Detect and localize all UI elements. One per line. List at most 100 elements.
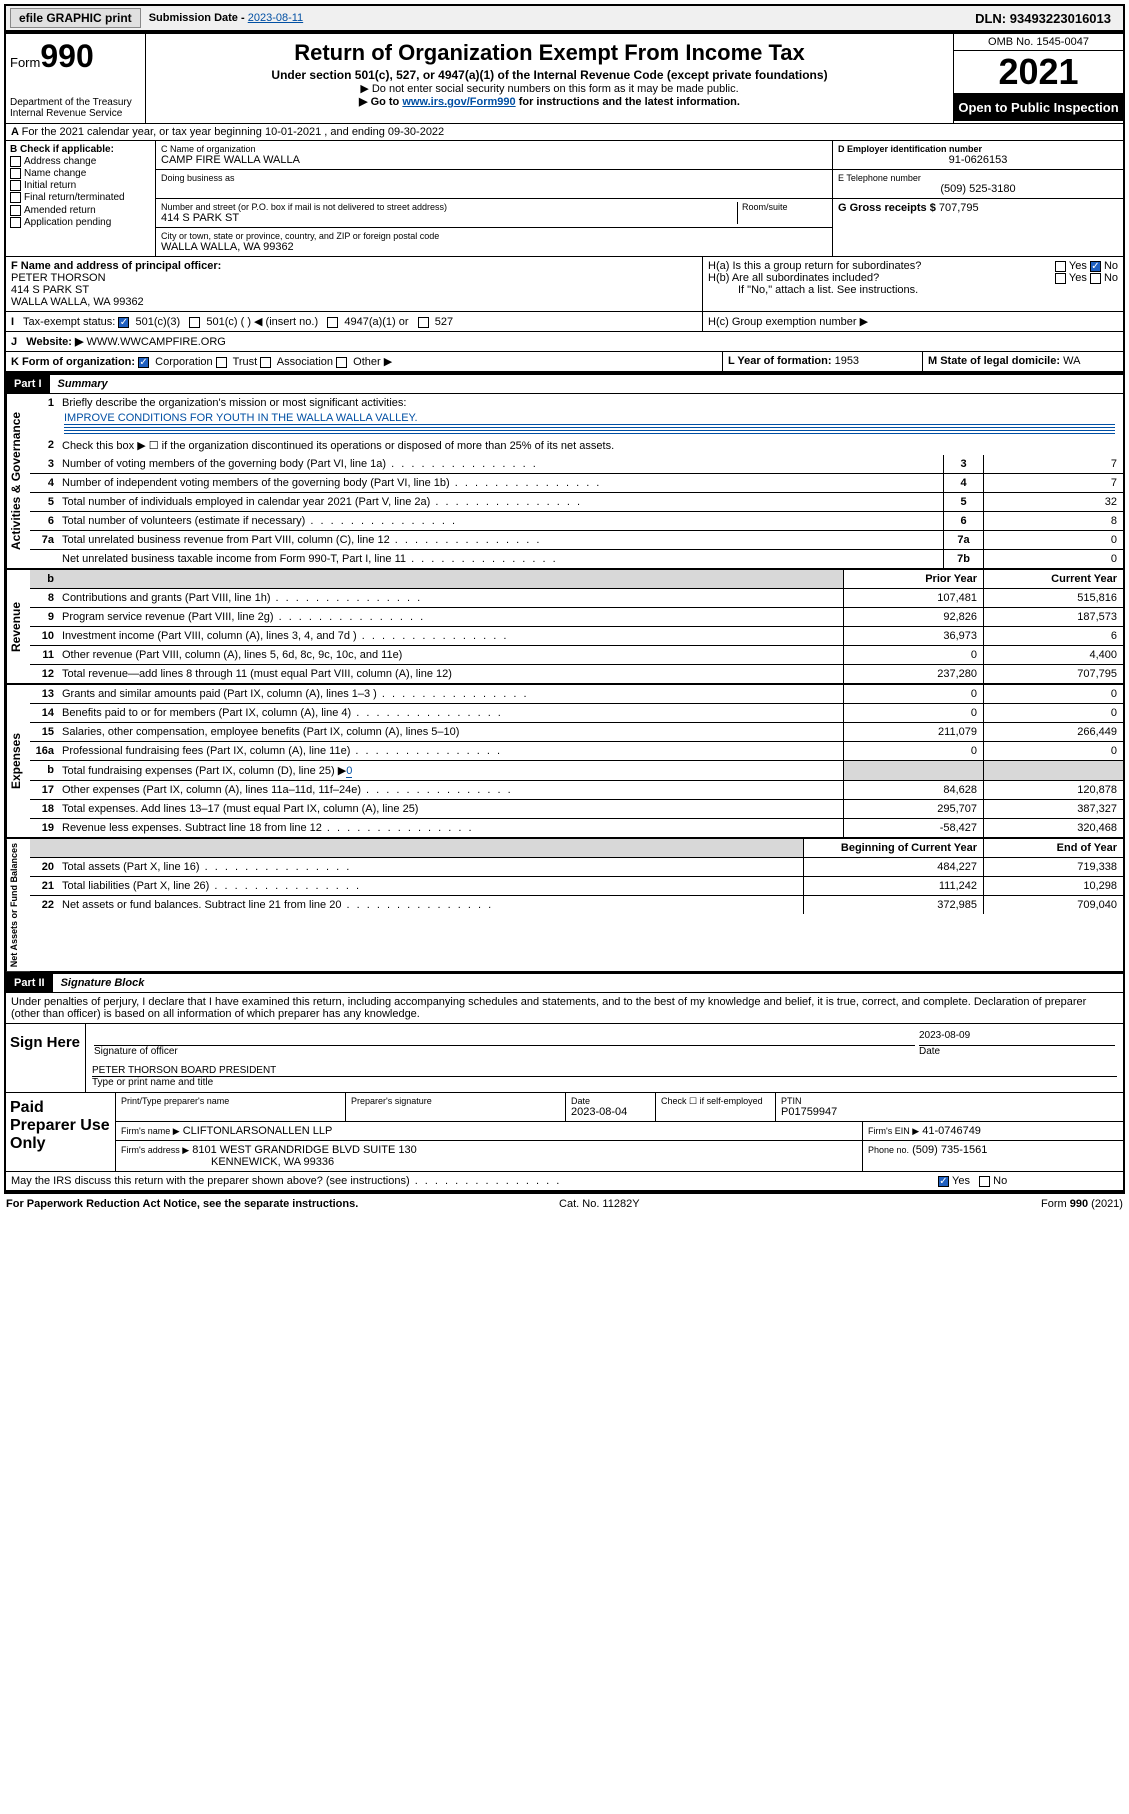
cb-amended-return[interactable]: Amended return (10, 205, 151, 216)
prep-date-value: 2023-08-04 (571, 1106, 650, 1118)
prep-sig-label: Preparer's signature (351, 1096, 560, 1106)
col-prior-year: Prior Year (843, 570, 983, 588)
open-to-public: Open to Public Inspection (954, 94, 1123, 121)
cb-527[interactable] (418, 317, 429, 328)
top-bar: efile GRAPHIC print Submission Date - 20… (4, 4, 1125, 32)
website-row: J Website: ▶ WWW.WWCAMPFIRE.ORG (6, 332, 1123, 351)
cb-501c[interactable] (189, 317, 200, 328)
line-17-label: Other expenses (Part IX, column (A), lin… (58, 781, 843, 799)
cb-501c3[interactable] (118, 317, 129, 328)
line-15-prior: 211,079 (843, 723, 983, 741)
ha-yes[interactable] (1055, 261, 1066, 272)
form-header: Form990 Department of the Treasury Inter… (6, 34, 1123, 124)
cb-corp[interactable] (138, 357, 149, 368)
entity-block: B Check if applicable: Address change Na… (6, 141, 1123, 257)
prep-date-label: Date (571, 1096, 650, 1106)
line-14-curr: 0 (983, 704, 1123, 722)
line-7a-val: 0 (983, 531, 1123, 549)
street-value: 414 S PARK ST (161, 212, 737, 224)
declaration-text: Under penalties of perjury, I declare th… (6, 993, 1123, 1024)
ptin-label: PTIN (781, 1096, 1118, 1106)
cb-address-change[interactable]: Address change (10, 156, 151, 167)
sign-name-label: Type or print name and title (92, 1077, 1117, 1088)
mission-text: IMPROVE CONDITIONS FOR YOUTH IN THE WALL… (64, 412, 1115, 425)
part-1-header: Part ISummary (6, 373, 1123, 394)
firm-ein-label: Firm's EIN ▶ (868, 1126, 919, 1136)
footer-form: Form 990 (2021) (1041, 1198, 1123, 1210)
tax-exempt-status-row: I Tax-exempt status: 501(c)(3) 501(c) ( … (6, 312, 703, 331)
cb-initial-return[interactable]: Initial return (10, 180, 151, 191)
submission-date-label: Submission Date - 2023-08-11 (149, 12, 303, 24)
h-b-row: H(b) Are all subordinates included? Yes … (708, 272, 1118, 284)
line-4-val: 7 (983, 474, 1123, 492)
line-15-curr: 266,449 (983, 723, 1123, 741)
firm-name-value: CLIFTONLARSONALLEN LLP (183, 1125, 333, 1137)
line-10-curr: 6 (983, 627, 1123, 645)
officer-name: PETER THORSON (11, 272, 106, 284)
line-22-boc: 372,985 (803, 896, 983, 914)
efile-print-button[interactable]: efile GRAPHIC print (10, 8, 141, 28)
h-c-row: H(c) Group exemption number ▶ (703, 312, 1123, 331)
gross-receipts-value: 707,795 (939, 202, 979, 214)
governance-section: Activities & Governance 1Briefly describ… (6, 394, 1123, 570)
line-13-curr: 0 (983, 685, 1123, 703)
firm-name-label: Firm's name ▶ (121, 1126, 180, 1136)
prep-self-employed[interactable]: Check ☐ if self-employed (656, 1093, 776, 1121)
cb-name-change[interactable]: Name change (10, 168, 151, 179)
col-current-year: Current Year (983, 570, 1123, 588)
cb-trust[interactable] (216, 357, 227, 368)
line-12-curr: 707,795 (983, 665, 1123, 683)
discuss-yes[interactable] (938, 1176, 949, 1187)
cb-final-return[interactable]: Final return/terminated (10, 192, 151, 203)
line-7a-label: Total unrelated business revenue from Pa… (58, 531, 943, 549)
line-10-prior: 36,973 (843, 627, 983, 645)
line-9-label: Program service revenue (Part VIII, line… (58, 608, 843, 626)
cb-assoc[interactable] (260, 357, 271, 368)
line-18-curr: 387,327 (983, 800, 1123, 818)
submission-date-value: 2023-08-11 (248, 12, 303, 24)
firm-addr1: 8101 WEST GRANDRIDGE BLVD SUITE 130 (192, 1144, 417, 1156)
line-18-label: Total expenses. Add lines 13–17 (must eq… (58, 800, 843, 818)
page-footer: For Paperwork Reduction Act Notice, see … (4, 1194, 1125, 1214)
cb-other[interactable] (336, 357, 347, 368)
website-value[interactable]: WWW.WWCAMPFIRE.ORG (87, 336, 226, 348)
hb-no[interactable] (1090, 273, 1101, 284)
org-name-label: C Name of organization (161, 144, 827, 154)
ha-no[interactable] (1090, 261, 1101, 272)
line-17-curr: 120,878 (983, 781, 1123, 799)
line-16a-prior: 0 (843, 742, 983, 760)
ein-label: D Employer identification number (838, 144, 1118, 154)
officer-addr2: WALLA WALLA, WA 99362 (11, 296, 144, 308)
cb-application-pending[interactable]: Application pending (10, 217, 151, 228)
sign-here-block: Sign Here Signature of officer 2023-08-0… (6, 1024, 1123, 1093)
irs-link[interactable]: www.irs.gov/Form990 (402, 96, 515, 108)
line-12-prior: 237,280 (843, 665, 983, 683)
room-label: Room/suite (742, 202, 827, 212)
footer-cat: Cat. No. 11282Y (559, 1198, 640, 1210)
line-13-label: Grants and similar amounts paid (Part IX… (58, 685, 843, 703)
ptin-value: P01759947 (781, 1106, 1118, 1118)
line-9-prior: 92,826 (843, 608, 983, 626)
col-boc: Beginning of Current Year (803, 839, 983, 857)
cb-4947[interactable] (327, 317, 338, 328)
form-number: Form990 (10, 38, 141, 75)
line-16b-label: Total fundraising expenses (Part IX, col… (58, 761, 843, 780)
line-7b-val: 0 (983, 550, 1123, 568)
firm-ein-value: 41-0746749 (922, 1125, 981, 1137)
firm-phone-value: (509) 735-1561 (912, 1144, 987, 1156)
line-12-label: Total revenue—add lines 8 through 11 (mu… (58, 665, 843, 683)
line-11-prior: 0 (843, 646, 983, 664)
hb-yes[interactable] (1055, 273, 1066, 284)
line-16b-val: 0 (346, 765, 352, 778)
discuss-no[interactable] (979, 1176, 990, 1187)
year-formation: L Year of formation: 1953 (723, 352, 923, 371)
line-20-eoy: 719,338 (983, 858, 1123, 876)
net-assets-section: Net Assets or Fund Balances Beginning of… (6, 839, 1123, 972)
revenue-section: Revenue bPrior YearCurrent Year 8Contrib… (6, 570, 1123, 685)
line-11-label: Other revenue (Part VIII, column (A), li… (58, 646, 843, 664)
discuss-row: May the IRS discuss this return with the… (6, 1172, 1123, 1192)
line-15-label: Salaries, other compensation, employee b… (58, 723, 843, 741)
subtitle-3: ▶ Go to www.irs.gov/Form990 for instruct… (152, 95, 947, 108)
line-22-label: Net assets or fund balances. Subtract li… (58, 896, 803, 914)
gross-receipts-label: G Gross receipts $ (838, 202, 936, 214)
